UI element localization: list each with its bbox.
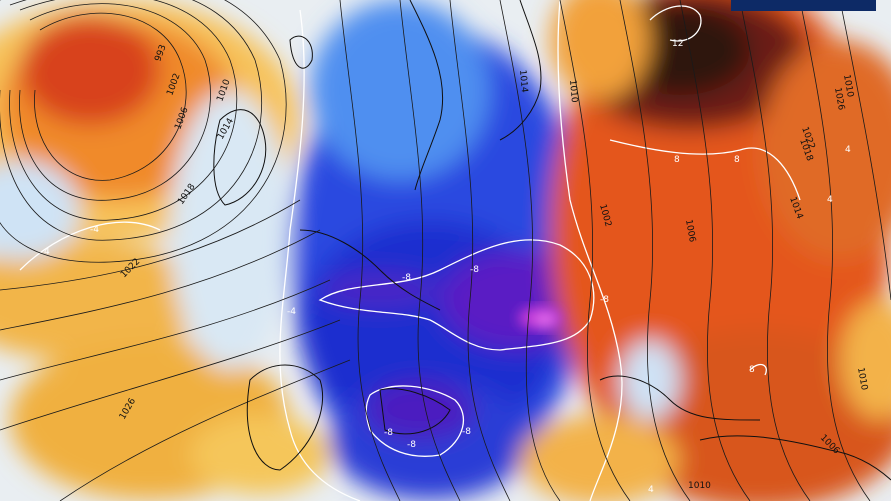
isobar-label: 1010 bbox=[688, 481, 711, 491]
isotherm-label: 4 bbox=[845, 145, 851, 155]
isotherm-label: -8 bbox=[402, 273, 411, 283]
legend-badge bbox=[731, 0, 876, 11]
isotherm-label: 8 bbox=[674, 155, 680, 165]
isotherm-label: -8 bbox=[462, 427, 471, 437]
isotherm-label: 4 bbox=[648, 485, 654, 495]
isotherm-label: 4 bbox=[827, 195, 833, 205]
isotherm-label: 4 bbox=[44, 247, 50, 257]
isotherm-label: 8 bbox=[749, 365, 755, 375]
isotherm-label: -8 bbox=[384, 428, 393, 438]
isobar-label: 1010 bbox=[855, 367, 869, 392]
isotherm-label: -8 bbox=[600, 295, 609, 305]
isotherm-label: -8 bbox=[407, 440, 416, 450]
isobar-label: 1014 bbox=[517, 69, 529, 93]
isotherm-label: -4 bbox=[90, 225, 99, 235]
isotherm-label: -4 bbox=[287, 307, 296, 317]
isobar-label: 1026 bbox=[832, 87, 846, 112]
cold-core bbox=[518, 306, 562, 330]
isobar-label: 1006 bbox=[683, 219, 697, 244]
isobar-label: 1010 bbox=[567, 79, 579, 103]
isotherm-label: -8 bbox=[470, 265, 479, 275]
isobar-label: 1010 bbox=[841, 74, 855, 99]
isotherm-label: 12 bbox=[672, 39, 683, 49]
isotherm-labels: -8 -8 -8 -8 -8 -8 -4 -4 4 4 4 4 8 8 8 12 bbox=[44, 39, 851, 495]
isotherm-lines bbox=[19, 0, 801, 501]
coastlines bbox=[213, 0, 891, 481]
isotherm-label: 8 bbox=[734, 155, 740, 165]
